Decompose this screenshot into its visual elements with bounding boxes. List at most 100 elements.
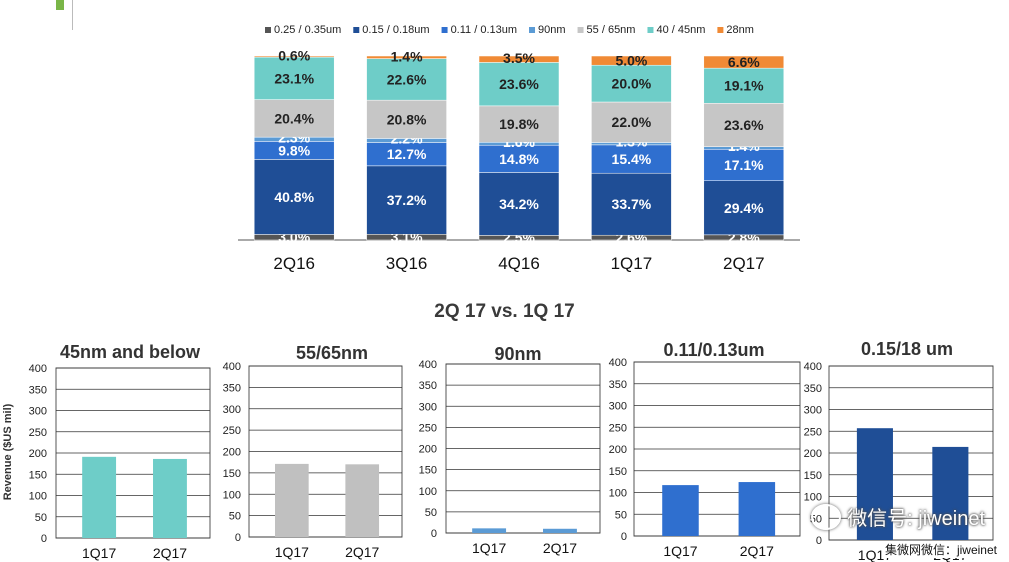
legend-label: 55 / 65nm	[587, 24, 636, 36]
small-chart-title: 45nm and below	[60, 342, 201, 362]
comparison-title: 2Q 17 vs. 1Q 17	[434, 301, 575, 322]
y-tick-label: 350	[804, 383, 822, 395]
y-tick-label: 0	[816, 535, 822, 547]
stacked-bar-segment	[591, 101, 672, 143]
y-tick-label: 50	[35, 512, 47, 524]
y-tick-label: 250	[223, 425, 241, 437]
segment-label: 40.8%	[274, 189, 314, 205]
y-tick-label: 200	[609, 444, 627, 456]
small-chart-3: 90nm 0 50 100 150 200 250 300 350 400 1Q17 2Q17	[419, 344, 601, 556]
y-tick-label: 250	[804, 426, 822, 438]
footer-watermark: 集微网微信：jiweinet	[882, 541, 999, 558]
y-tick-label: 150	[223, 468, 241, 480]
stacked-bar-segment	[478, 62, 560, 107]
wechat-icon	[811, 503, 842, 530]
segment-label: 17.1%	[724, 157, 764, 173]
comparison-bar	[82, 456, 117, 538]
stacked-bar-segment	[366, 165, 447, 235]
stacked-bar-segment	[703, 180, 785, 236]
y-tick-label: 0	[235, 532, 241, 544]
category-label: 2Q16	[273, 254, 315, 273]
legend-label: 0.15 / 0.18um	[362, 24, 429, 36]
small-chart-title: 55/65nm	[296, 343, 368, 363]
y-tick-label: 50	[425, 507, 437, 519]
y-tick-label: 350	[29, 384, 47, 396]
comparison-bar	[662, 485, 699, 536]
y-tick-label: 400	[419, 359, 437, 371]
small-chart-2: 55/65nm 0 50 100 150 200 250 300 350 400 1Q17 2Q17	[223, 343, 403, 560]
category-label: 2Q17	[345, 544, 379, 560]
accent-bar	[56, 0, 64, 10]
y-tick-label: 150	[29, 469, 47, 481]
y-tick-label: 100	[804, 492, 822, 504]
y-tick-label: 150	[804, 470, 822, 482]
watermark-text: 微信号: jiweinet	[847, 508, 985, 530]
comparison-bar	[472, 528, 507, 533]
y-tick-label: 250	[29, 427, 47, 439]
segment-label: 14.8%	[499, 151, 539, 167]
small-chart-1: 45nm and below 0 50 100 150 200 250 300 350 400 1Q…	[29, 342, 211, 561]
segment-label: 20.8%	[387, 111, 427, 127]
segment-label: 19.1%	[724, 78, 764, 94]
y-tick-label: 350	[223, 382, 241, 394]
legend-label: 0.11 / 0.13um	[451, 24, 517, 36]
category-label: 3Q16	[386, 254, 428, 273]
stacked-bar-segment	[591, 144, 672, 174]
y-tick-label: 50	[615, 509, 627, 521]
segment-label: 23.6%	[724, 117, 764, 133]
category-label: 2Q17	[153, 545, 187, 561]
y-tick-label: 0	[41, 533, 47, 545]
comparison-bar	[856, 428, 893, 540]
segment-label: 5.0%	[615, 53, 647, 69]
y-tick-label: 100	[223, 489, 241, 501]
stacked-bar-segment	[253, 99, 335, 138]
segment-label: 37.2%	[387, 192, 427, 208]
y-tick-label: 400	[29, 363, 47, 375]
small-chart-title: 90nm	[494, 344, 541, 364]
segment-label: 15.4%	[612, 151, 652, 167]
legend-swatch	[441, 27, 448, 33]
stacked-bar-segment	[703, 103, 785, 147]
category-label: 2Q17	[740, 543, 774, 559]
comparison-bar	[275, 463, 309, 537]
legend-swatch	[717, 27, 724, 33]
y-tick-label: 100	[609, 488, 627, 500]
y-tick-label: 200	[804, 448, 822, 460]
stacked-bar-segment	[253, 55, 335, 58]
y-tick-label: 250	[609, 422, 627, 434]
y-tick-label: 100	[29, 491, 47, 503]
y-tick-label: 300	[804, 405, 822, 417]
comparison-bar	[738, 482, 776, 536]
segment-label: 1.4%	[391, 48, 423, 64]
segment-label: 6.6%	[728, 54, 760, 70]
comparison-bar	[153, 458, 187, 538]
segment-label: 22.0%	[612, 114, 652, 130]
y-tick-label: 200	[223, 447, 241, 459]
y-tick-label: 400	[609, 357, 627, 369]
comparison-bar	[345, 464, 380, 537]
legend-swatch	[529, 27, 536, 33]
stacked-bar-segment	[703, 149, 785, 182]
segment-label: 0.6%	[278, 48, 310, 64]
stacked-bar-segment	[591, 55, 672, 66]
small-chart-title: 0.11/0.13um	[663, 340, 764, 360]
segment-label: 20.4%	[274, 110, 314, 126]
legend-label: 0.25 / 0.35um	[274, 24, 341, 36]
segment-label: 33.7%	[612, 196, 652, 212]
legend-swatch	[647, 27, 654, 33]
segment-label: 23.1%	[274, 70, 314, 86]
y-tick-label: 200	[419, 444, 437, 456]
segment-label: 9.8%	[278, 142, 310, 158]
category-label: 2Q17	[543, 540, 577, 556]
y-tick-label: 300	[419, 401, 437, 413]
y-tick-label: 350	[419, 380, 437, 392]
y-tick-label: 150	[609, 466, 627, 478]
y-tick-label: 300	[29, 406, 47, 418]
category-label: 1Q17	[663, 543, 697, 559]
stacked-bar-segment	[703, 55, 785, 69]
y-tick-label: 300	[223, 404, 241, 416]
segment-label: 34.2%	[499, 196, 539, 212]
stacked-bar-segment	[478, 55, 560, 63]
y-tick-label: 100	[419, 486, 437, 498]
